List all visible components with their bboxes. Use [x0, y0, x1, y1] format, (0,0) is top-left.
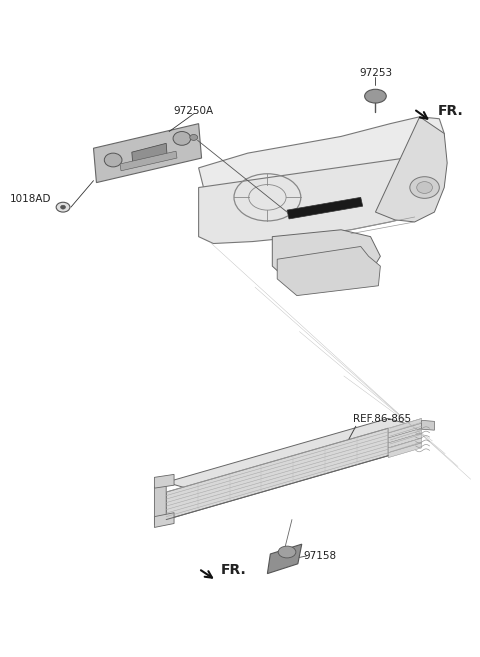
Polygon shape	[287, 197, 363, 219]
Ellipse shape	[60, 205, 65, 209]
Polygon shape	[388, 433, 421, 448]
Text: FR.: FR.	[437, 104, 463, 118]
Polygon shape	[94, 124, 202, 183]
Polygon shape	[388, 423, 421, 438]
Ellipse shape	[173, 131, 191, 145]
Polygon shape	[120, 151, 177, 171]
Polygon shape	[388, 443, 421, 458]
Polygon shape	[272, 230, 380, 288]
Polygon shape	[166, 419, 421, 492]
Ellipse shape	[417, 181, 432, 193]
Polygon shape	[155, 474, 174, 488]
Polygon shape	[199, 117, 444, 191]
Ellipse shape	[365, 89, 386, 103]
Polygon shape	[375, 117, 447, 222]
Polygon shape	[155, 512, 174, 528]
Text: 1018AD: 1018AD	[10, 194, 51, 204]
Ellipse shape	[278, 546, 296, 558]
Polygon shape	[199, 153, 444, 244]
Polygon shape	[388, 438, 421, 453]
Polygon shape	[388, 419, 421, 433]
Ellipse shape	[104, 153, 122, 167]
Ellipse shape	[410, 177, 439, 198]
Polygon shape	[388, 428, 421, 443]
Ellipse shape	[56, 202, 70, 212]
Text: 97253: 97253	[359, 68, 392, 78]
Text: 97250A: 97250A	[174, 106, 214, 116]
Polygon shape	[267, 544, 302, 574]
Polygon shape	[155, 482, 166, 524]
Polygon shape	[421, 420, 434, 430]
Ellipse shape	[190, 135, 198, 141]
Text: FR.: FR.	[221, 562, 247, 577]
Polygon shape	[166, 428, 388, 520]
Polygon shape	[132, 143, 167, 165]
Text: 97158: 97158	[304, 551, 337, 561]
Text: REF.86-865: REF.86-865	[353, 415, 411, 424]
Polygon shape	[277, 246, 380, 296]
